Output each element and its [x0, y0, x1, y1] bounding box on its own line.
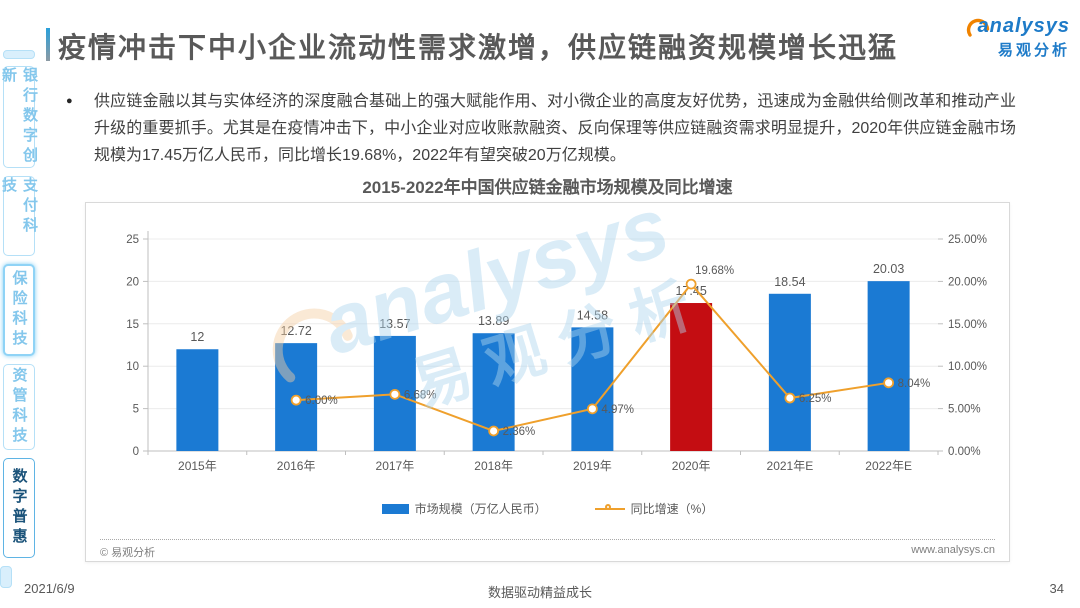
line-marker: [883, 377, 895, 389]
bar-value-label: 13.89: [478, 314, 509, 328]
right-axis-label: 25.00%: [948, 234, 987, 246]
line-marker: [685, 278, 697, 290]
x-axis-category-label: 2022年E: [865, 459, 912, 473]
source-divider: [100, 539, 995, 540]
right-axis-label: 5.00%: [948, 404, 981, 416]
chart-title: 2015-2022年中国供应链金融市场规模及同比增速: [362, 178, 733, 197]
combo-chart: 0 5 10 15 20 25 0.00% 5.00% 10.00% 15.00% 20.00% 25…: [126, 231, 987, 473]
sidebar-tab-partial-top: [3, 50, 35, 59]
source-url: www.analysys.cn: [911, 544, 995, 556]
logo-text-en: analysys: [977, 15, 1070, 37]
left-axis-label: 5: [133, 404, 139, 416]
right-axis-label: 20.00%: [948, 276, 987, 288]
legend-line-marker: [604, 503, 611, 510]
logo-swoosh-icon: [967, 18, 990, 37]
left-axis-label: 0: [133, 446, 139, 458]
right-axis-label: 15.00%: [948, 319, 987, 331]
chart-legend: 市场规模（万亿人民币） 同比增速（%）: [86, 500, 1009, 517]
x-axis-category-label: 2021年E: [767, 459, 814, 473]
chart-card: 0 5 10 15 20 25 0.00% 5.00% 10.00% 15.00% 20.00% 25…: [85, 179, 1010, 562]
legend-item-growth-rate: 同比增速（%）: [594, 500, 714, 517]
bar-value-label: 12: [190, 330, 204, 344]
line-value-label: 4.97%: [601, 404, 634, 416]
body-paragraph: 供应链金融以其与实体经济的深度融合基础上的强大赋能作用、对小微企业的高度友好优势…: [94, 93, 1016, 164]
right-axis-label: 10.00%: [948, 361, 987, 373]
sidebar-tab-partial-bottom: [0, 566, 12, 588]
line-value-label: 6.25%: [799, 393, 832, 405]
sidebar-item-bank-digital-innovation[interactable]: 银行数字创新: [0, 66, 38, 168]
line-value-label: 6.00%: [305, 395, 338, 407]
bar-value-label: 20.03: [873, 262, 904, 276]
bar-2020年: [670, 303, 713, 451]
legend-bar-label: 市场规模（万亿人民币）: [414, 502, 547, 516]
sidebar-item-payment-tech[interactable]: 支付科技: [0, 176, 38, 256]
bar-value-label: 14.58: [577, 308, 608, 322]
x-axis-category-label: 2017年: [376, 459, 415, 473]
footer-date: 2021/6/9: [24, 581, 75, 596]
legend-line-label: 同比增速（%）: [630, 502, 714, 516]
legend-item-market-size: 市场规模（万亿人民币）: [381, 500, 547, 517]
analysys-logo: analysys 易观分析: [938, 12, 1070, 60]
logo-text-cn: 易观分析: [997, 42, 1070, 59]
x-axis-category-label: 2020年: [672, 459, 711, 473]
line-marker: [389, 388, 401, 400]
legend-bar-swatch: [381, 503, 409, 514]
bar-2019年: [571, 327, 614, 451]
left-axis-label: 15: [126, 319, 139, 331]
right-axis-label: 0.00%: [948, 446, 981, 458]
page-number: 34: [1049, 581, 1064, 596]
left-axis-label: 20: [126, 276, 139, 288]
footer-slogan: 数据驱动精益成长: [487, 585, 592, 600]
sidebar-item-asset-mgmt-tech[interactable]: 资管科技: [3, 364, 35, 450]
sidebar-item-insurance-tech[interactable]: 保险科技: [3, 264, 35, 356]
line-value-label: 6.68%: [404, 389, 437, 401]
x-axis-category-label: 2016年: [277, 459, 316, 473]
line-marker: [784, 392, 796, 404]
sidebar-item-digital-inclusion[interactable]: 数字普惠: [3, 458, 35, 558]
line-marker: [488, 425, 500, 437]
x-axis-category-label: 2018年: [474, 459, 513, 473]
left-axis-label: 25: [126, 234, 139, 246]
bullet-icon: ●: [66, 95, 73, 107]
title-accent-bar: [46, 28, 50, 61]
left-axis-label: 10: [126, 361, 139, 373]
line-marker: [290, 394, 302, 406]
line-value-label: 2.36%: [503, 426, 536, 438]
bar-value-label: 12.72: [280, 324, 311, 338]
x-axis-category-label: 2019年: [573, 459, 612, 473]
bar-2021年E: [768, 293, 811, 451]
line-marker: [586, 403, 598, 415]
x-axis-category-label: 2015年: [178, 459, 217, 473]
bar-value-label: 18.54: [774, 275, 805, 289]
line-value-label: 8.04%: [898, 378, 931, 390]
bar-2022年E: [867, 281, 910, 451]
legend-line-swatch: [594, 503, 625, 510]
source-copyright: © 易观分析: [100, 547, 156, 559]
bar-2015年: [176, 349, 219, 451]
line-value-label: 19.68%: [695, 265, 734, 277]
page-title: 疫情冲击下中小企业流动性需求激增，供应链融资规模增长迅猛: [58, 32, 899, 63]
bar-value-label: 13.57: [379, 317, 410, 331]
